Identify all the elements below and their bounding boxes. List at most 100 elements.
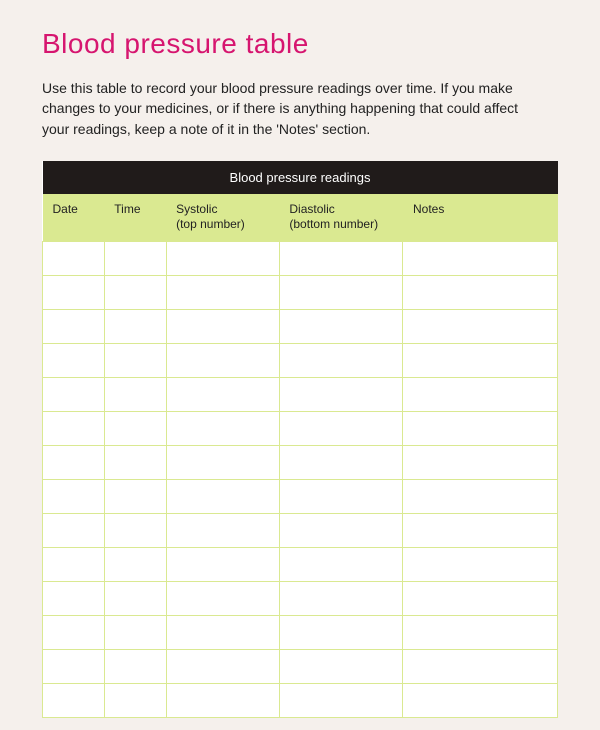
table-cell[interactable] — [104, 650, 166, 684]
table-cell[interactable] — [166, 446, 279, 480]
table-cell[interactable] — [43, 616, 105, 650]
table-cell[interactable] — [166, 548, 279, 582]
table-row — [43, 548, 558, 582]
table-row — [43, 378, 558, 412]
table-cell[interactable] — [104, 514, 166, 548]
table-cell[interactable] — [403, 378, 558, 412]
description-text: Use this table to record your blood pres… — [42, 78, 522, 139]
table-cell[interactable] — [279, 548, 403, 582]
table-cell[interactable] — [403, 310, 558, 344]
col-sublabel: (bottom number) — [289, 217, 378, 231]
table-cell[interactable] — [279, 616, 403, 650]
page-title: Blood pressure table — [42, 28, 558, 60]
table-cell[interactable] — [166, 276, 279, 310]
table-cell[interactable] — [104, 276, 166, 310]
table-cell[interactable] — [43, 276, 105, 310]
table-row — [43, 446, 558, 480]
table-cell[interactable] — [279, 684, 403, 718]
col-sublabel: (top number) — [176, 217, 245, 231]
table-cell[interactable] — [279, 650, 403, 684]
table-cell[interactable] — [104, 582, 166, 616]
table-cell[interactable] — [279, 242, 403, 276]
table-cell[interactable] — [166, 242, 279, 276]
table-cell[interactable] — [43, 548, 105, 582]
table-cell[interactable] — [279, 480, 403, 514]
table-cell[interactable] — [279, 310, 403, 344]
table-cell[interactable] — [104, 446, 166, 480]
table-body — [43, 242, 558, 718]
table-cell[interactable] — [104, 242, 166, 276]
table-cell[interactable] — [43, 310, 105, 344]
table-cell[interactable] — [104, 412, 166, 446]
table-cell[interactable] — [43, 378, 105, 412]
col-label: Systolic — [176, 202, 217, 216]
col-header-time: Time — [104, 194, 166, 242]
table-cell[interactable] — [279, 276, 403, 310]
table-cell[interactable] — [166, 582, 279, 616]
table-cell[interactable] — [279, 582, 403, 616]
table-cell[interactable] — [166, 344, 279, 378]
table-cell[interactable] — [166, 480, 279, 514]
column-header-row: Date Time Systolic (top number) Diastoli… — [43, 194, 558, 242]
table-cell[interactable] — [43, 514, 105, 548]
blood-pressure-table: Blood pressure readings Date Time Systol… — [42, 161, 558, 718]
col-label: Time — [114, 202, 140, 216]
table-cell[interactable] — [403, 616, 558, 650]
table-cell[interactable] — [403, 242, 558, 276]
table-cell[interactable] — [104, 548, 166, 582]
col-label: Diastolic — [289, 202, 334, 216]
table-cell[interactable] — [104, 480, 166, 514]
table-cell[interactable] — [166, 616, 279, 650]
table-cell[interactable] — [166, 684, 279, 718]
table-cell[interactable] — [166, 310, 279, 344]
table-row — [43, 616, 558, 650]
table-row — [43, 344, 558, 378]
table-row — [43, 242, 558, 276]
table-cell[interactable] — [166, 378, 279, 412]
table-row — [43, 276, 558, 310]
table-cell[interactable] — [403, 650, 558, 684]
table-cell[interactable] — [403, 480, 558, 514]
table-cell[interactable] — [279, 514, 403, 548]
table-cell[interactable] — [403, 582, 558, 616]
col-header-diastolic: Diastolic (bottom number) — [279, 194, 403, 242]
table-cell[interactable] — [43, 242, 105, 276]
table-cell[interactable] — [279, 344, 403, 378]
table-cell[interactable] — [279, 446, 403, 480]
table-cell[interactable] — [403, 276, 558, 310]
table-cell[interactable] — [279, 412, 403, 446]
col-header-notes: Notes — [403, 194, 558, 242]
table-row — [43, 310, 558, 344]
table-header-bar: Blood pressure readings — [43, 161, 558, 194]
table-cell[interactable] — [403, 548, 558, 582]
col-label: Notes — [413, 202, 444, 216]
table-row — [43, 412, 558, 446]
table-row — [43, 480, 558, 514]
table-cell[interactable] — [166, 650, 279, 684]
table-row — [43, 684, 558, 718]
table-cell[interactable] — [403, 684, 558, 718]
table-cell[interactable] — [43, 480, 105, 514]
table-cell[interactable] — [104, 310, 166, 344]
table-cell[interactable] — [166, 514, 279, 548]
table-row — [43, 582, 558, 616]
table-cell[interactable] — [43, 412, 105, 446]
table-row — [43, 650, 558, 684]
table-cell[interactable] — [403, 446, 558, 480]
table-cell[interactable] — [279, 378, 403, 412]
table-cell[interactable] — [43, 684, 105, 718]
table-cell[interactable] — [43, 446, 105, 480]
table-cell[interactable] — [104, 616, 166, 650]
table-cell[interactable] — [43, 650, 105, 684]
table-cell[interactable] — [43, 582, 105, 616]
table-cell[interactable] — [104, 378, 166, 412]
table-cell[interactable] — [43, 344, 105, 378]
table-cell[interactable] — [403, 344, 558, 378]
table-cell[interactable] — [166, 412, 279, 446]
table-cell[interactable] — [104, 344, 166, 378]
col-header-date: Date — [43, 194, 105, 242]
table-cell[interactable] — [403, 412, 558, 446]
col-label: Date — [53, 202, 78, 216]
table-cell[interactable] — [104, 684, 166, 718]
table-cell[interactable] — [403, 514, 558, 548]
